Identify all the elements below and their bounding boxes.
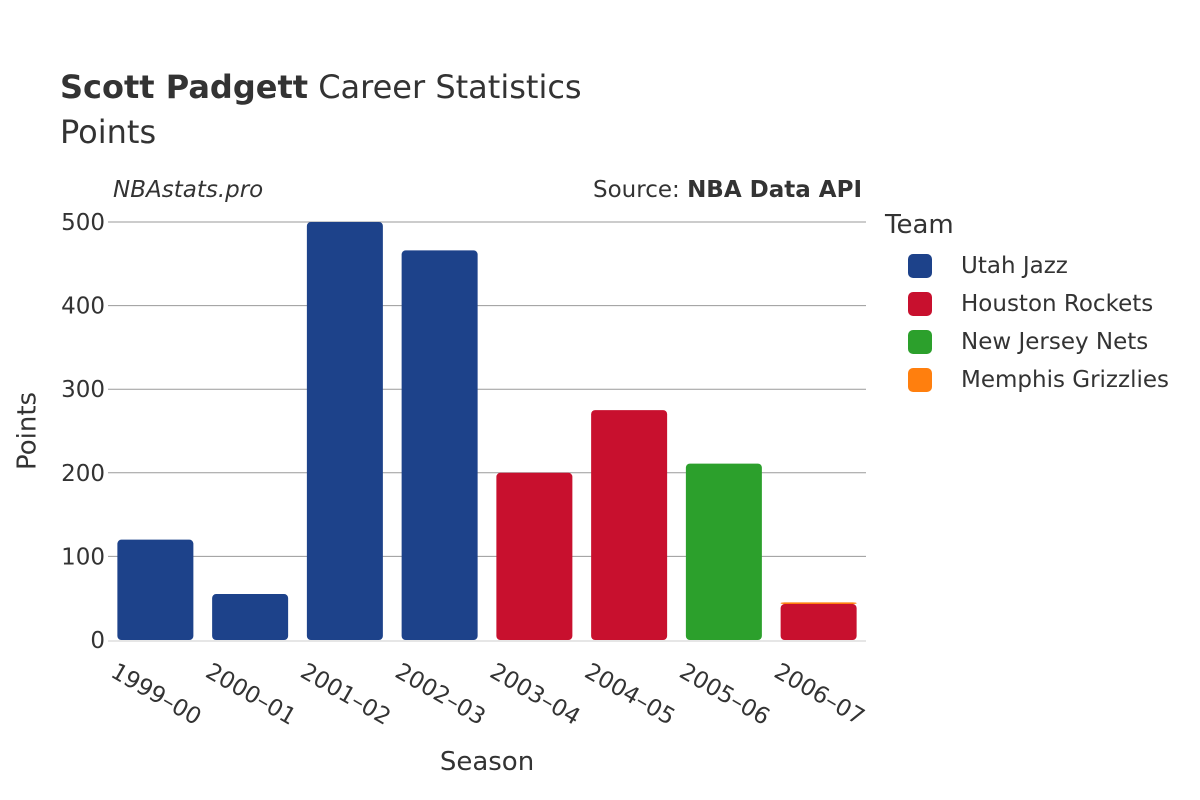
- bar: [496, 472, 573, 640]
- bar: [212, 594, 289, 640]
- x-tick-label: 2000–01: [201, 659, 300, 731]
- legend-label-new-jersey-nets: New Jersey Nets: [961, 329, 1149, 355]
- y-tick-label: 500: [61, 210, 105, 236]
- x-tick-label: 2002–03: [391, 659, 490, 731]
- source-credit: Source: NBA Data API: [593, 177, 862, 203]
- y-axis-title: Points: [13, 392, 43, 470]
- chart-title-player: Scott Padgett: [60, 68, 309, 106]
- bar: [117, 539, 194, 640]
- legend-swatch-houston-rockets: [908, 292, 932, 316]
- bar: [591, 410, 668, 640]
- x-tick-label: 2001–02: [296, 659, 395, 731]
- watermark: NBAstats.pro: [113, 177, 264, 203]
- y-tick-label: 200: [61, 461, 105, 487]
- x-axis-title: Season: [440, 747, 534, 777]
- legend-swatch-new-jersey-nets: [908, 330, 932, 354]
- legend-label-houston-rockets: Houston Rockets: [961, 291, 1154, 317]
- bar: [780, 604, 857, 640]
- x-tick-label: 2004–05: [580, 659, 679, 731]
- legend-swatch-memphis-grizzlies: [908, 368, 932, 392]
- legend-label-utah-jazz: Utah Jazz: [961, 253, 1068, 279]
- bar: [306, 222, 383, 640]
- chart-title-rest: Career Statistics: [318, 68, 582, 106]
- y-tick-label: 400: [61, 294, 105, 320]
- bar: [685, 463, 762, 640]
- bar: [401, 250, 478, 640]
- legend-title: Team: [885, 210, 954, 240]
- x-tick-label: 1999–00: [106, 659, 205, 731]
- x-tick-label: 2005–06: [675, 659, 774, 731]
- source-prefix: Source:: [593, 177, 688, 203]
- legend-label-memphis-grizzlies: Memphis Grizzlies: [961, 367, 1169, 393]
- y-tick-label: 100: [61, 544, 105, 570]
- bar: [780, 602, 857, 605]
- x-tick-label: 2003–04: [485, 659, 584, 731]
- legend-item-houston-rockets[interactable]: Houston Rockets: [908, 291, 1153, 317]
- legend-item-utah-jazz[interactable]: Utah Jazz: [908, 253, 1068, 279]
- y-tick-label: 300: [61, 377, 105, 403]
- legend-item-new-jersey-nets[interactable]: New Jersey Nets: [908, 329, 1148, 355]
- legend-swatch-utah-jazz: [908, 254, 932, 278]
- legend-item-memphis-grizzlies[interactable]: Memphis Grizzlies: [908, 367, 1169, 393]
- source-name: NBA Data API: [687, 177, 862, 203]
- chart-title: Scott Padgett Career Statistics: [60, 68, 582, 106]
- y-tick-label: 0: [90, 628, 105, 654]
- x-tick-label: 2006–07: [770, 659, 869, 731]
- chart-subtitle: Points: [60, 113, 157, 151]
